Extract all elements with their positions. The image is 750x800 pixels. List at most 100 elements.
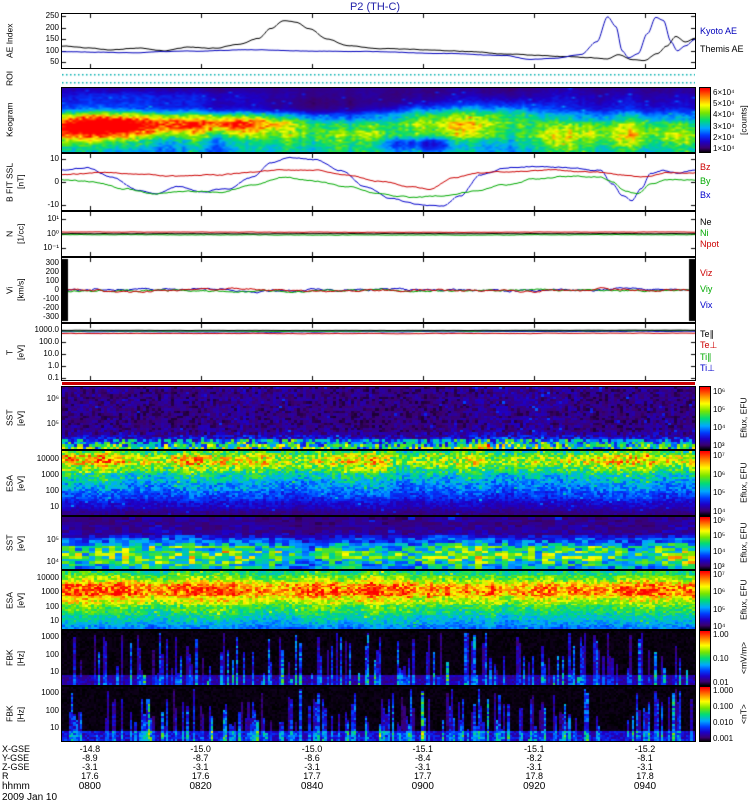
x-row-value: -8.1 [637,753,653,763]
series-label-Te⊥: Te⊥ [700,340,718,351]
esa_elec-ytick: 10000 [36,572,59,582]
esa_elec-colorbar-tick: 10⁶ [713,587,726,597]
series-label-Ti∥: Ti∥ [700,351,712,362]
series-label-Vix: Vix [700,300,713,310]
sst_elec-colorbar-unit: Eflux, EFU [738,522,749,564]
time-tick-label: 0800 [78,781,101,792]
velocity-ytick: 200 [45,266,59,276]
sst_ion-plot-canvas [62,387,695,449]
ae-ytick: 200 [45,22,59,32]
fbk_b-colorbar-tick: 1.000 [713,686,734,696]
temperature-ytick: 0.1 [47,373,59,383]
panel-keogram [61,87,696,153]
fbk_e-colorbar-tick: 0.01 [713,677,729,687]
fbk_b-colorbar-tick: 0.100 [713,702,734,712]
series-label-Ni: Ni [700,228,709,238]
esa_ion-colorbar-tick: 10⁵ [713,488,726,498]
time-tick-label: 0820 [189,781,212,792]
fbk_b-colorbar-tick: 0.010 [713,717,734,727]
ae-ylabel: AE Index [4,23,15,59]
x-row-value: 17.6 [81,771,99,781]
density-ytick: 10¹ [47,213,59,223]
panel-roi [62,70,695,86]
keogram-colorbar-canvas [700,88,710,152]
fbk_e-ytick: 10 [50,667,59,677]
series-label-Bx: Bx [700,190,711,200]
keogram-colorbar-unit: [counts] [738,105,749,135]
sst_elec-colorbar-tick: 10⁴ [713,546,726,556]
x-row-value: -3.1 [192,762,209,772]
sst_elec-colorbar-tick: 10⁵ [713,531,726,541]
fbk_b-colorbar [699,686,711,742]
x-row-value: -14.8 [79,744,101,754]
sst_ion-colorbar-tick: 10⁵ [713,404,726,414]
sst_ion-colorbar-canvas [700,387,710,449]
velocity-ytick: -100 [42,294,59,304]
x-row-label-Y-GSE: Y-GSE [2,753,30,763]
x-row-value: -3.1 [415,762,431,772]
flag-line-plot-canvas [62,382,695,385]
keogram-colorbar-tick: 6×10⁴ [713,87,735,97]
esa_elec-colorbar-tick: 10⁴ [713,621,726,631]
sst_elec-colorbar-canvas [700,517,710,569]
velocity-ytick: -300 [42,312,59,322]
keogram-colorbar-tick: 2×10⁴ [713,132,735,142]
x-row-value: 17.6 [191,771,210,781]
panel-esa_ion [61,450,696,516]
keogram-colorbar-tick: 1×10⁴ [713,144,735,154]
bfit-ylabel: B FIT SSL [4,162,15,202]
density-ytick: 10⁰ [46,228,59,238]
esa_elec-colorbar-tick: 10⁷ [713,570,725,580]
panel-bfit [61,153,696,211]
panel-fbk_b [61,686,696,742]
fbk_e-colorbar-tick: 0.10 [713,654,729,663]
panel-velocity [61,257,696,323]
fbk_b-colorbar-tick: 0.001 [713,733,734,743]
fbk_b-ylabel: FBK [4,705,15,723]
esa_elec-colorbar-unit: Eflux, EFU [738,579,749,621]
series-label-Ne: Ne [700,217,712,227]
ae-ytick: 50 [50,57,59,67]
temperature-ytick: 1.0 [47,361,59,371]
temperature-plot-canvas [62,324,695,380]
esa_ion-colorbar-unit: Eflux, EFU [738,462,749,504]
x-row-value: -3.1 [526,762,542,772]
panel-flag-line [62,382,695,385]
sst_elec-ytick: 10⁵ [46,534,59,544]
sst_elec-colorbar-tick: 10³ [713,561,725,571]
esa_ion-colorbar-tick: 10⁴ [713,507,726,517]
roi-plot-canvas [62,70,695,86]
velocity-plot-canvas [62,258,695,322]
esa_elec-colorbar [699,570,711,630]
keogram-ylabel: Keogram [4,102,15,138]
time-tick-label: 0940 [633,781,657,792]
velocity-ylabel: Vi [4,286,15,294]
series-label-By: By [700,176,711,186]
esa_elec-ytick: 1000 [41,587,59,597]
velocity-ytick: 0 [54,285,59,294]
x-row-value: -8.9 [82,753,98,763]
x-row-label-Z-GSE: Z-GSE [2,762,30,772]
x-row-value: -3.1 [304,762,320,772]
esa_ion-ytick: 10000 [36,453,59,463]
esa_ion-colorbar [699,450,711,516]
x-row-value: -8.7 [192,753,209,763]
density-plot-canvas [62,212,695,256]
keogram-colorbar-tick: 5×10⁴ [713,99,735,109]
esa_elec-colorbar-canvas [700,571,710,629]
x-row-value: 17.8 [525,771,543,781]
esa_elec-ylabel: ESA [4,591,15,609]
keogram-plot-canvas [62,88,695,152]
sst_ion-colorbar-tick: 10⁶ [713,386,726,396]
esa_ion-colorbar-canvas [700,451,710,515]
velocity-ytick: 100 [45,275,59,285]
sst_ion-ytick: 10⁶ [46,393,59,403]
esa_ion-ytick: 100 [45,485,59,495]
velocity-ytick: 300 [45,257,59,267]
x-row-label-X-GSE: X-GSE [2,744,31,754]
x-row-value: -3.1 [637,762,653,772]
panel-temperature [61,323,696,381]
temperature-ytick: 10.0 [43,348,59,358]
sst_ion-colorbar-tick: 10³ [713,441,725,451]
